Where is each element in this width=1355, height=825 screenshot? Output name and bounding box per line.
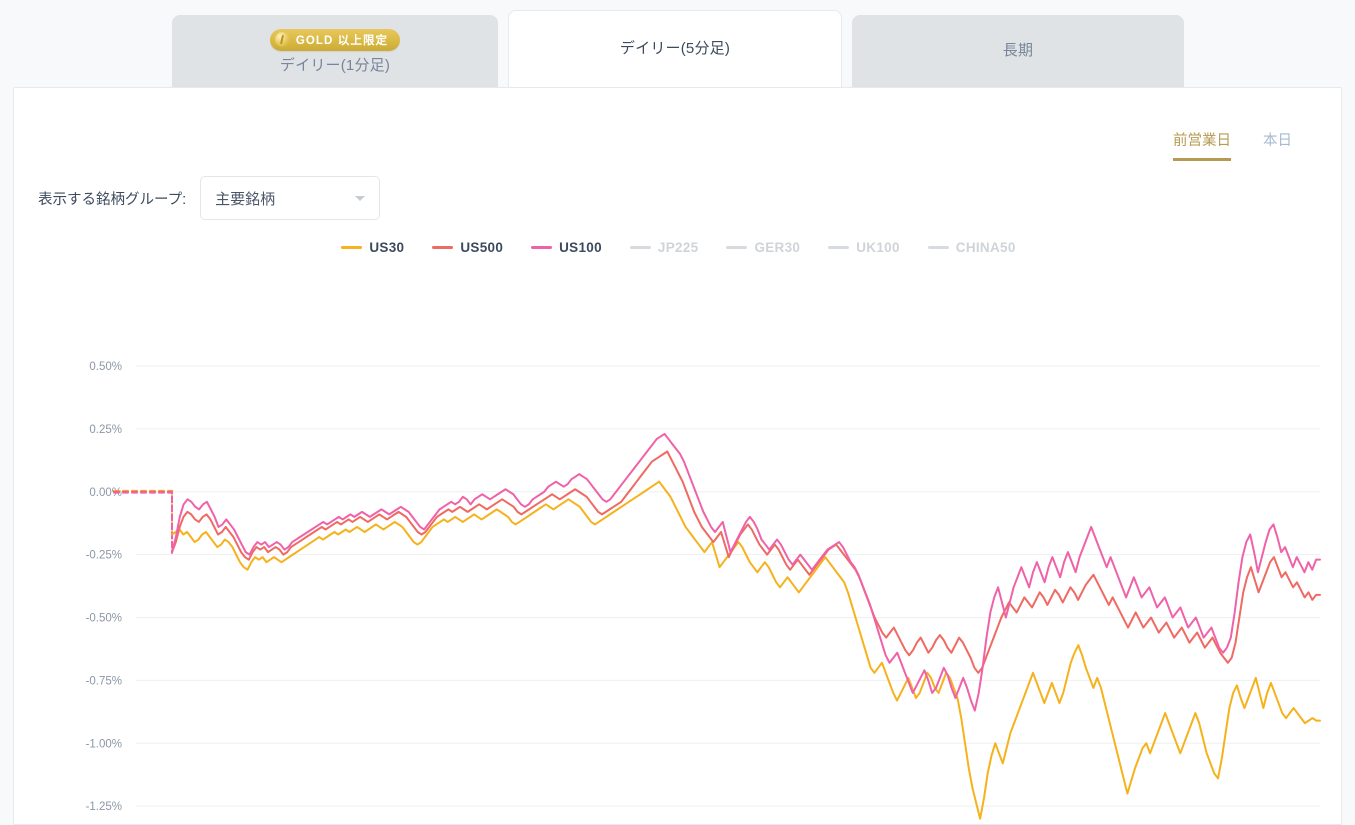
legend-swatch-us30 — [341, 246, 363, 249]
gold-membership-badge: GOLD 以上限定 — [269, 28, 401, 51]
legend-item-uk100[interactable]: UK100 — [828, 240, 900, 255]
series-line-us30 — [171, 480, 1321, 820]
y-axis-label: -0.25% — [86, 550, 122, 562]
tab-long-term[interactable]: 長期 — [852, 15, 1184, 88]
gold-badge-label: GOLD 以上限定 — [295, 34, 389, 47]
series-leadin-us30 — [113, 489, 173, 535]
symbol-group-value: 主要銘柄 — [215, 190, 276, 208]
gold-coin-icon — [274, 32, 290, 48]
legend-label-uk100: UK100 — [856, 240, 900, 255]
tab-long-term-label: 長期 — [1002, 42, 1034, 60]
y-axis-label: 0.50% — [89, 361, 122, 373]
y-axis-label: 0.00% — [89, 487, 122, 499]
day-toggle-today[interactable]: 本日 — [1263, 133, 1292, 149]
legend-swatch-ger30 — [726, 246, 748, 249]
y-axis-label: -1.25% — [86, 801, 122, 813]
legend-item-us30[interactable]: US30 — [341, 240, 404, 255]
performance-line-chart: 0.50% 0.25% 0.00% -0.25% -0.50% -0.75% -1.00% -… — [86, 361, 1321, 820]
y-axis-label: -0.75% — [86, 675, 122, 687]
chart-type-tabs: GOLD 以上限定 デイリー(1分足) デイリー(5分足) 長期 — [0, 0, 1355, 88]
symbol-group-filter: 表示する銘柄グループ: 主要銘柄 — [38, 176, 381, 220]
legend-item-ger30[interactable]: GER30 — [726, 240, 800, 255]
tab-daily-5min-label: デイリー(5分足) — [619, 40, 731, 58]
legend-swatch-us100 — [531, 246, 553, 249]
symbol-group-label: 表示する銘柄グループ: — [38, 191, 187, 208]
chart-card: 前営業日 本日 表示する銘柄グループ: 主要銘柄 US30 US500 US100 J… — [13, 87, 1342, 825]
legend-swatch-us500 — [432, 246, 454, 249]
legend-label-us100: US100 — [559, 240, 602, 255]
y-axis-label: -0.50% — [86, 613, 122, 625]
legend-label-us30: US30 — [369, 240, 405, 255]
chevron-down-icon — [355, 196, 366, 201]
day-range-toggle: 前営業日 本日 — [1173, 129, 1292, 161]
legend-label-china50: CHINA50 — [955, 240, 1016, 255]
y-axis-label: -1.00% — [86, 738, 122, 750]
series-leadin-us100 — [113, 491, 173, 555]
tab-daily-1min-label: デイリー(1分足) — [279, 56, 391, 74]
legend-swatch-uk100 — [828, 246, 850, 249]
series-legend: US30 US500 US100 JP225 GER30 UK100 CHINA50 — [14, 240, 1343, 255]
legend-item-us100[interactable]: US100 — [531, 240, 602, 255]
legend-label-ger30: GER30 — [754, 240, 801, 255]
series-leadin-us500 — [113, 490, 173, 554]
series-line-us100 — [171, 432, 1321, 712]
legend-swatch-china50 — [927, 246, 949, 249]
chart-area: 0.50% 0.25% 0.00% -0.25% -0.50% -0.75% -1.00% -… — [14, 264, 1343, 824]
legend-item-jp225[interactable]: JP225 — [629, 240, 699, 255]
day-toggle-previous[interactable]: 前営業日 — [1173, 129, 1231, 161]
tab-daily-5min[interactable]: デイリー(5分足) — [508, 10, 842, 88]
legend-label-us500: US500 — [460, 240, 504, 255]
legend-item-china50[interactable]: CHINA50 — [927, 240, 1016, 255]
legend-item-us500[interactable]: US500 — [432, 240, 503, 255]
series-line-us500 — [171, 450, 1321, 674]
tab-daily-1min[interactable]: GOLD 以上限定 デイリー(1分足) — [172, 15, 498, 88]
legend-label-jp225: JP225 — [657, 240, 699, 255]
legend-swatch-jp225 — [629, 246, 651, 249]
y-axis-label: 0.25% — [89, 424, 122, 436]
symbol-group-select[interactable]: 主要銘柄 — [200, 176, 381, 220]
